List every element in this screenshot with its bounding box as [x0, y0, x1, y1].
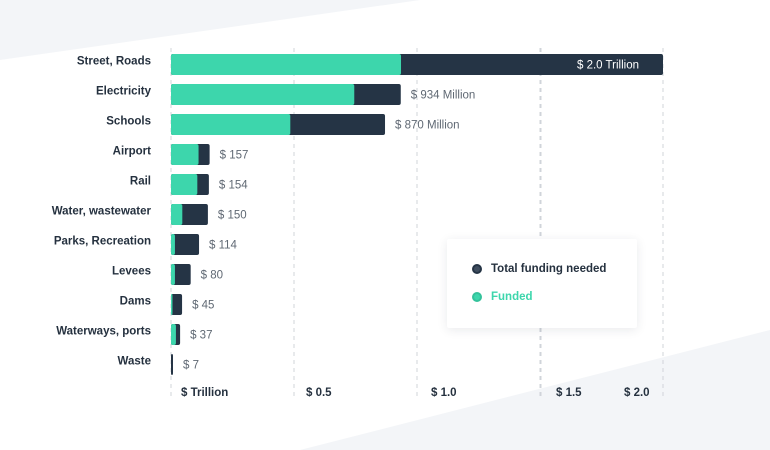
category-label-9: Waterways, ports: [56, 326, 151, 338]
background-stripe-bottom: [300, 330, 770, 450]
bar-funded-2: [171, 114, 291, 135]
category-label-6: Parks, Recreation: [54, 236, 151, 248]
value-label-1: $ 934 Million: [411, 90, 476, 102]
bar-total-6: [171, 234, 200, 255]
value-label-0: $ 2.0 Trillion: [577, 60, 639, 72]
legend-item-total: Total funding needed: [472, 263, 606, 275]
value-label-3: $ 157: [220, 150, 249, 162]
x-tick-label-4: $ 2.0: [624, 387, 650, 399]
x-tick-label-3: $ 1.5: [556, 387, 582, 399]
bar-total-8: [171, 294, 183, 315]
category-label-3: Airport: [113, 146, 152, 158]
bar-total-10: [171, 354, 173, 375]
value-label-2: $ 870 Million: [395, 120, 460, 132]
bar-funded-0: [171, 54, 402, 75]
legend-label-total: Total funding needed: [491, 263, 607, 275]
bar-funded-5: [171, 204, 183, 225]
x-tick-label-0: $ Trillion: [181, 387, 228, 399]
x-tick-label-2: $ 1.0: [431, 387, 457, 399]
value-label-4: $ 154: [219, 180, 248, 192]
category-label-1: Electricity: [96, 86, 152, 98]
legend-item-funded: Funded: [472, 291, 533, 303]
bar-funded-7: [171, 264, 175, 285]
legend: Total funding needed Funded: [447, 239, 637, 328]
legend-swatch-funded: [472, 292, 482, 302]
value-label-9: $ 37: [190, 330, 212, 342]
bar-funded-9: [171, 324, 176, 345]
bar-funded-4: [171, 174, 198, 195]
legend-swatch-total: [472, 264, 482, 274]
bar-funded-1: [171, 84, 355, 105]
category-label-8: Dams: [120, 296, 151, 308]
bar-funded-8: [171, 294, 173, 315]
category-label-5: Water, wastewater: [52, 206, 152, 218]
category-label-7: Levees: [112, 266, 151, 278]
bar-total-7: [171, 264, 191, 285]
bar-funded-3: [171, 144, 199, 165]
category-label-0: Street, Roads: [77, 56, 151, 68]
value-label-8: $ 45: [192, 300, 214, 312]
category-label-10: Waste: [118, 356, 151, 368]
value-label-6: $ 114: [209, 240, 238, 252]
value-label-7: $ 80: [201, 270, 223, 282]
x-tick-label-1: $ 0.5: [306, 387, 332, 399]
background-stripe-top: [0, 0, 420, 60]
category-label-2: Schools: [106, 116, 151, 128]
legend-label-funded: Funded: [491, 291, 533, 303]
bar-funded-6: [171, 234, 175, 255]
value-label-10: $ 7: [183, 360, 199, 372]
category-label-4: Rail: [130, 176, 151, 188]
value-label-5: $ 150: [218, 210, 247, 222]
